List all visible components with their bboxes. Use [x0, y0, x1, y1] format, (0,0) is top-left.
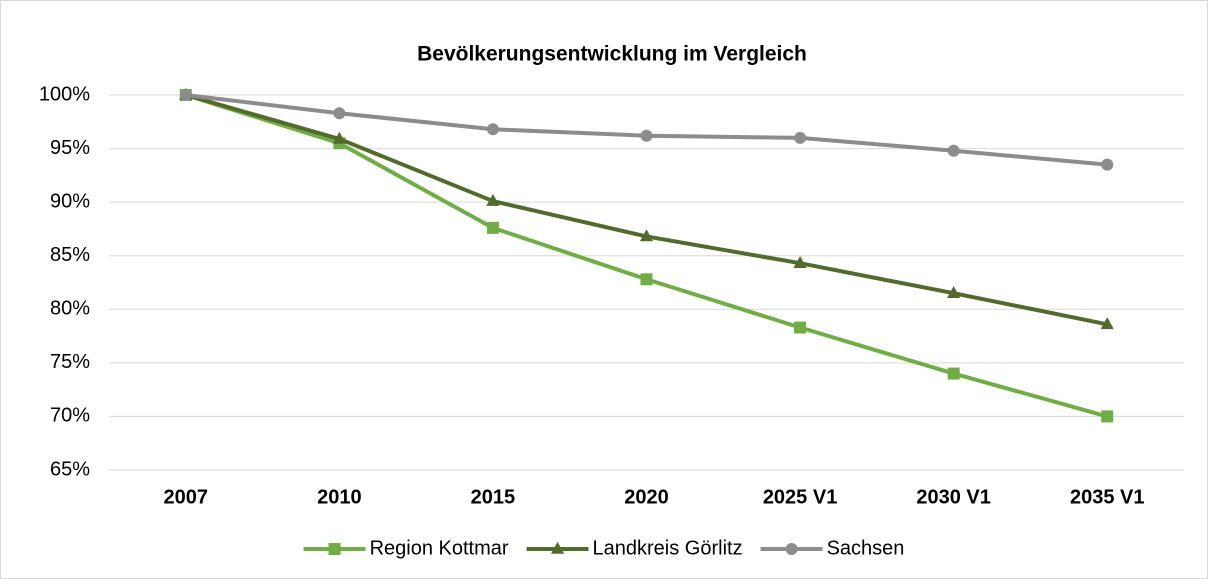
marker: [639, 229, 654, 242]
x-tick-label: 2035 V1: [1070, 486, 1145, 508]
x-tick-label: 2015: [471, 486, 516, 508]
x-tick-label: 2010: [317, 486, 362, 508]
marker: [640, 273, 653, 286]
legend-marker: [550, 541, 565, 554]
marker: [332, 131, 346, 144]
marker: [486, 123, 499, 136]
marker: [947, 286, 961, 299]
x-tick-label: 2030 V1: [916, 486, 991, 508]
legend-label: Landkreis Görlitz: [593, 537, 743, 559]
marker: [794, 321, 807, 334]
x-tick-label: 2020: [624, 486, 669, 508]
marker: [793, 256, 807, 269]
marker: [640, 129, 653, 142]
chart-title: Bevölkerungsentwicklung im Vergleich: [417, 43, 807, 66]
legend-label: Sachsen: [827, 537, 905, 559]
y-tick-label: 80%: [50, 298, 90, 320]
y-tick-label: 90%: [50, 190, 90, 212]
y-tick-label: 65%: [50, 458, 90, 480]
x-tick-label: 2007: [164, 486, 209, 508]
x-tick-label: 2025 V1: [763, 486, 838, 508]
marker: [179, 89, 192, 101]
y-tick-label: 75%: [50, 351, 90, 373]
y-tick-label: 100%: [39, 83, 90, 105]
marker: [1101, 410, 1114, 423]
marker: [486, 221, 499, 234]
marker: [794, 131, 807, 144]
legend-marker: [328, 543, 341, 555]
marker: [1101, 158, 1114, 171]
marker: [947, 367, 960, 380]
legend-marker: [785, 543, 798, 555]
y-tick-label: 85%: [50, 244, 90, 266]
marker: [947, 144, 960, 157]
legend-label: Region Kottmar: [370, 537, 509, 559]
marker: [333, 107, 346, 120]
marker: [486, 193, 500, 206]
y-tick-label: 70%: [50, 405, 90, 427]
y-tick-label: 95%: [50, 137, 90, 159]
marker: [1100, 317, 1114, 330]
